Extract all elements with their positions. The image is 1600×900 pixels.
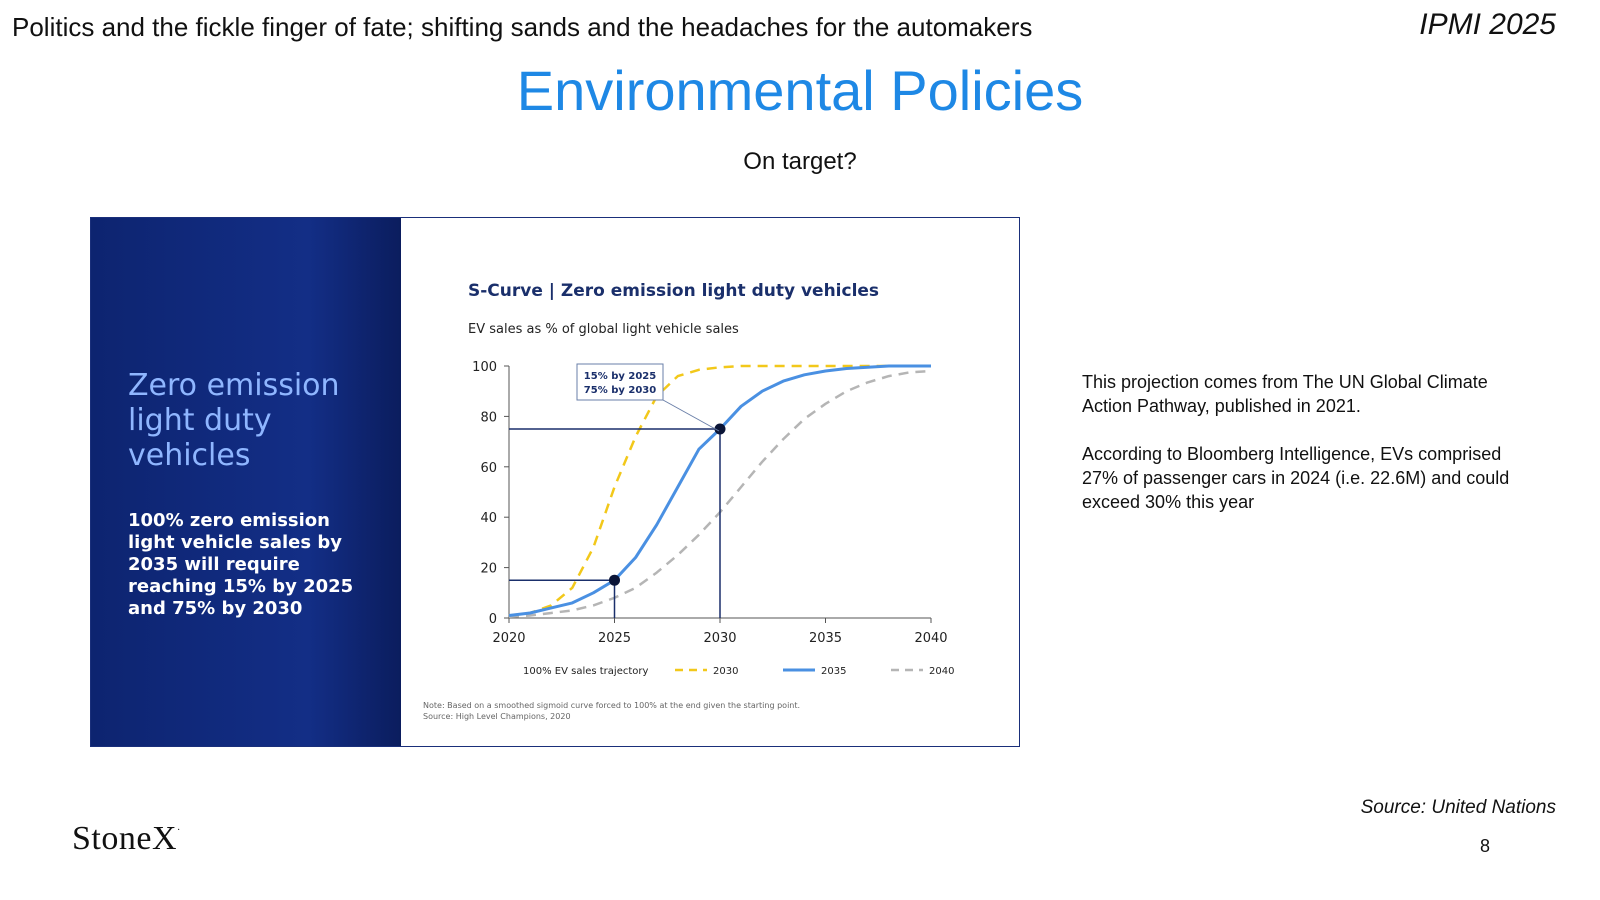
- chart-legend: 100% EV sales trajectory 2030 2035 2040: [523, 666, 954, 677]
- y-tick-label: 40: [480, 511, 497, 526]
- chart-title: S-Curve | Zero emission light duty vehic…: [468, 281, 879, 301]
- side-panel-heading: Zero emission light duty vehicles: [128, 368, 340, 473]
- logo-mark: ·: [177, 825, 181, 836]
- y-tick-label: 80: [480, 410, 497, 425]
- logo-text: StoneX: [72, 820, 177, 857]
- legend-label-2035: 2035: [821, 666, 846, 677]
- chart-highlights: [509, 423, 726, 618]
- highlight-point: [714, 423, 726, 435]
- page-number: 8: [1479, 836, 1490, 856]
- presentation-subtitle: Politics and the fickle finger of fate; …: [12, 12, 1033, 42]
- legend-title: 100% EV sales trajectory: [523, 666, 649, 677]
- y-tick-label: 0: [489, 612, 497, 627]
- callout-pointer: [662, 399, 720, 432]
- callout-box: [576, 363, 664, 401]
- x-tick-label: 2030: [703, 631, 736, 646]
- legend-label-2040: 2040: [929, 666, 954, 677]
- y-tick-label: 60: [480, 461, 497, 476]
- notes-panel: This projection comes from The UN Global…: [1082, 370, 1532, 538]
- section-question: On target?: [743, 148, 857, 175]
- chart-note: Note: Based on a smoothed sigmoid curve …: [423, 701, 800, 710]
- x-tick-label: 2040: [914, 631, 947, 646]
- x-tick-label: 2020: [492, 631, 525, 646]
- chart-subtitle: EV sales as % of global light vehicle sa…: [468, 322, 739, 337]
- x-tick-label: 2025: [598, 631, 631, 646]
- callout-line-1: 15% by 2025: [584, 371, 656, 382]
- legend-label-2030: 2030: [713, 666, 738, 677]
- series-line-2030: [508, 364, 931, 617]
- stonex-logo: StoneX·: [72, 820, 181, 858]
- callout-line-2: 75% by 2030: [584, 385, 656, 396]
- s-curve-chart: S-Curve | Zero emission light duty vehic…: [423, 281, 954, 721]
- x-tick-label: 2035: [809, 631, 842, 646]
- chart-figure: Zero emission light duty vehicles 100% z…: [90, 217, 1020, 747]
- figure-side-panel: Zero emission light duty vehicles 100% z…: [91, 218, 401, 746]
- page-title: Environmental Policies: [516, 59, 1084, 122]
- y-tick-label: 20: [480, 562, 497, 577]
- note-paragraph-1: This projection comes from The UN Global…: [1082, 372, 1488, 416]
- conference-label: IPMI 2025: [1419, 8, 1556, 41]
- chart-source: Source: High Level Champions, 2020: [423, 712, 571, 721]
- note-paragraph-2: According to Bloomberg Intelligence, EVs…: [1082, 444, 1510, 512]
- chart-callout: 15% by 2025 75% by 2030: [576, 363, 720, 432]
- highlight-point: [609, 574, 620, 586]
- side-panel-body: 100% zero emission light vehicle sales b…: [128, 510, 354, 619]
- source-caption: Source: United Nations: [1360, 797, 1556, 818]
- y-tick-label: 100: [472, 360, 497, 375]
